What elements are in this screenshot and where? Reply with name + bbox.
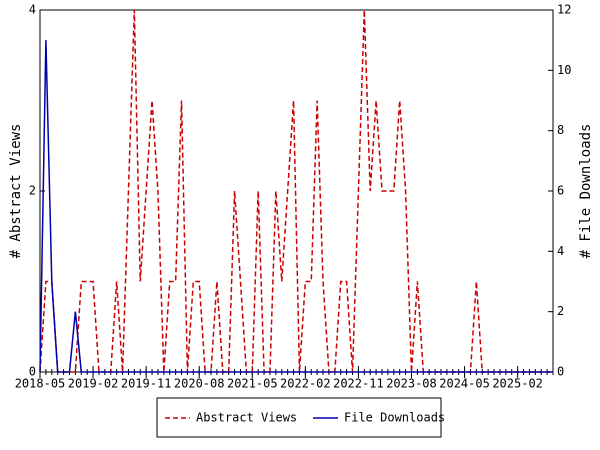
series-line <box>39 40 553 373</box>
x-tick-label: 2018-05 <box>15 377 66 391</box>
y-tick-label: 4 <box>29 3 36 17</box>
legend-box <box>156 397 442 438</box>
x-tick-label: 2022-11 <box>333 377 384 391</box>
legend-label: Abstract Views <box>196 411 297 425</box>
y2-tick-label: 10 <box>557 63 571 77</box>
y2-tick-label: 4 <box>557 244 564 258</box>
y2-tick-label: 2 <box>557 304 564 318</box>
y2-tick-label: 12 <box>557 3 571 17</box>
plot-frame <box>39 9 554 373</box>
y2-tick-label: 8 <box>557 123 564 137</box>
x-tick-label: 2021-05 <box>227 377 278 391</box>
y2-axis-label: # File Downloads <box>578 124 594 259</box>
y-tick-label: 2 <box>29 184 36 198</box>
y-axis-label: # Abstract Views <box>8 124 24 259</box>
y2-tick-label: 6 <box>557 184 564 198</box>
x-tick-label: 2023-08 <box>386 377 437 391</box>
x-tick-label: 2019-02 <box>68 377 119 391</box>
legend-label: File Downloads <box>344 411 445 425</box>
x-tick-label: 2020-08 <box>174 377 225 391</box>
y2-tick-label: 0 <box>557 365 564 379</box>
x-tick-label: 2022-02 <box>280 377 331 391</box>
y-tick-label: 0 <box>29 365 36 379</box>
series-line <box>39 9 553 373</box>
x-tick-label: 2024-05 <box>439 377 490 391</box>
x-tick-label: 2025-02 <box>492 377 543 391</box>
x-tick-label: 2019-11 <box>121 377 172 391</box>
